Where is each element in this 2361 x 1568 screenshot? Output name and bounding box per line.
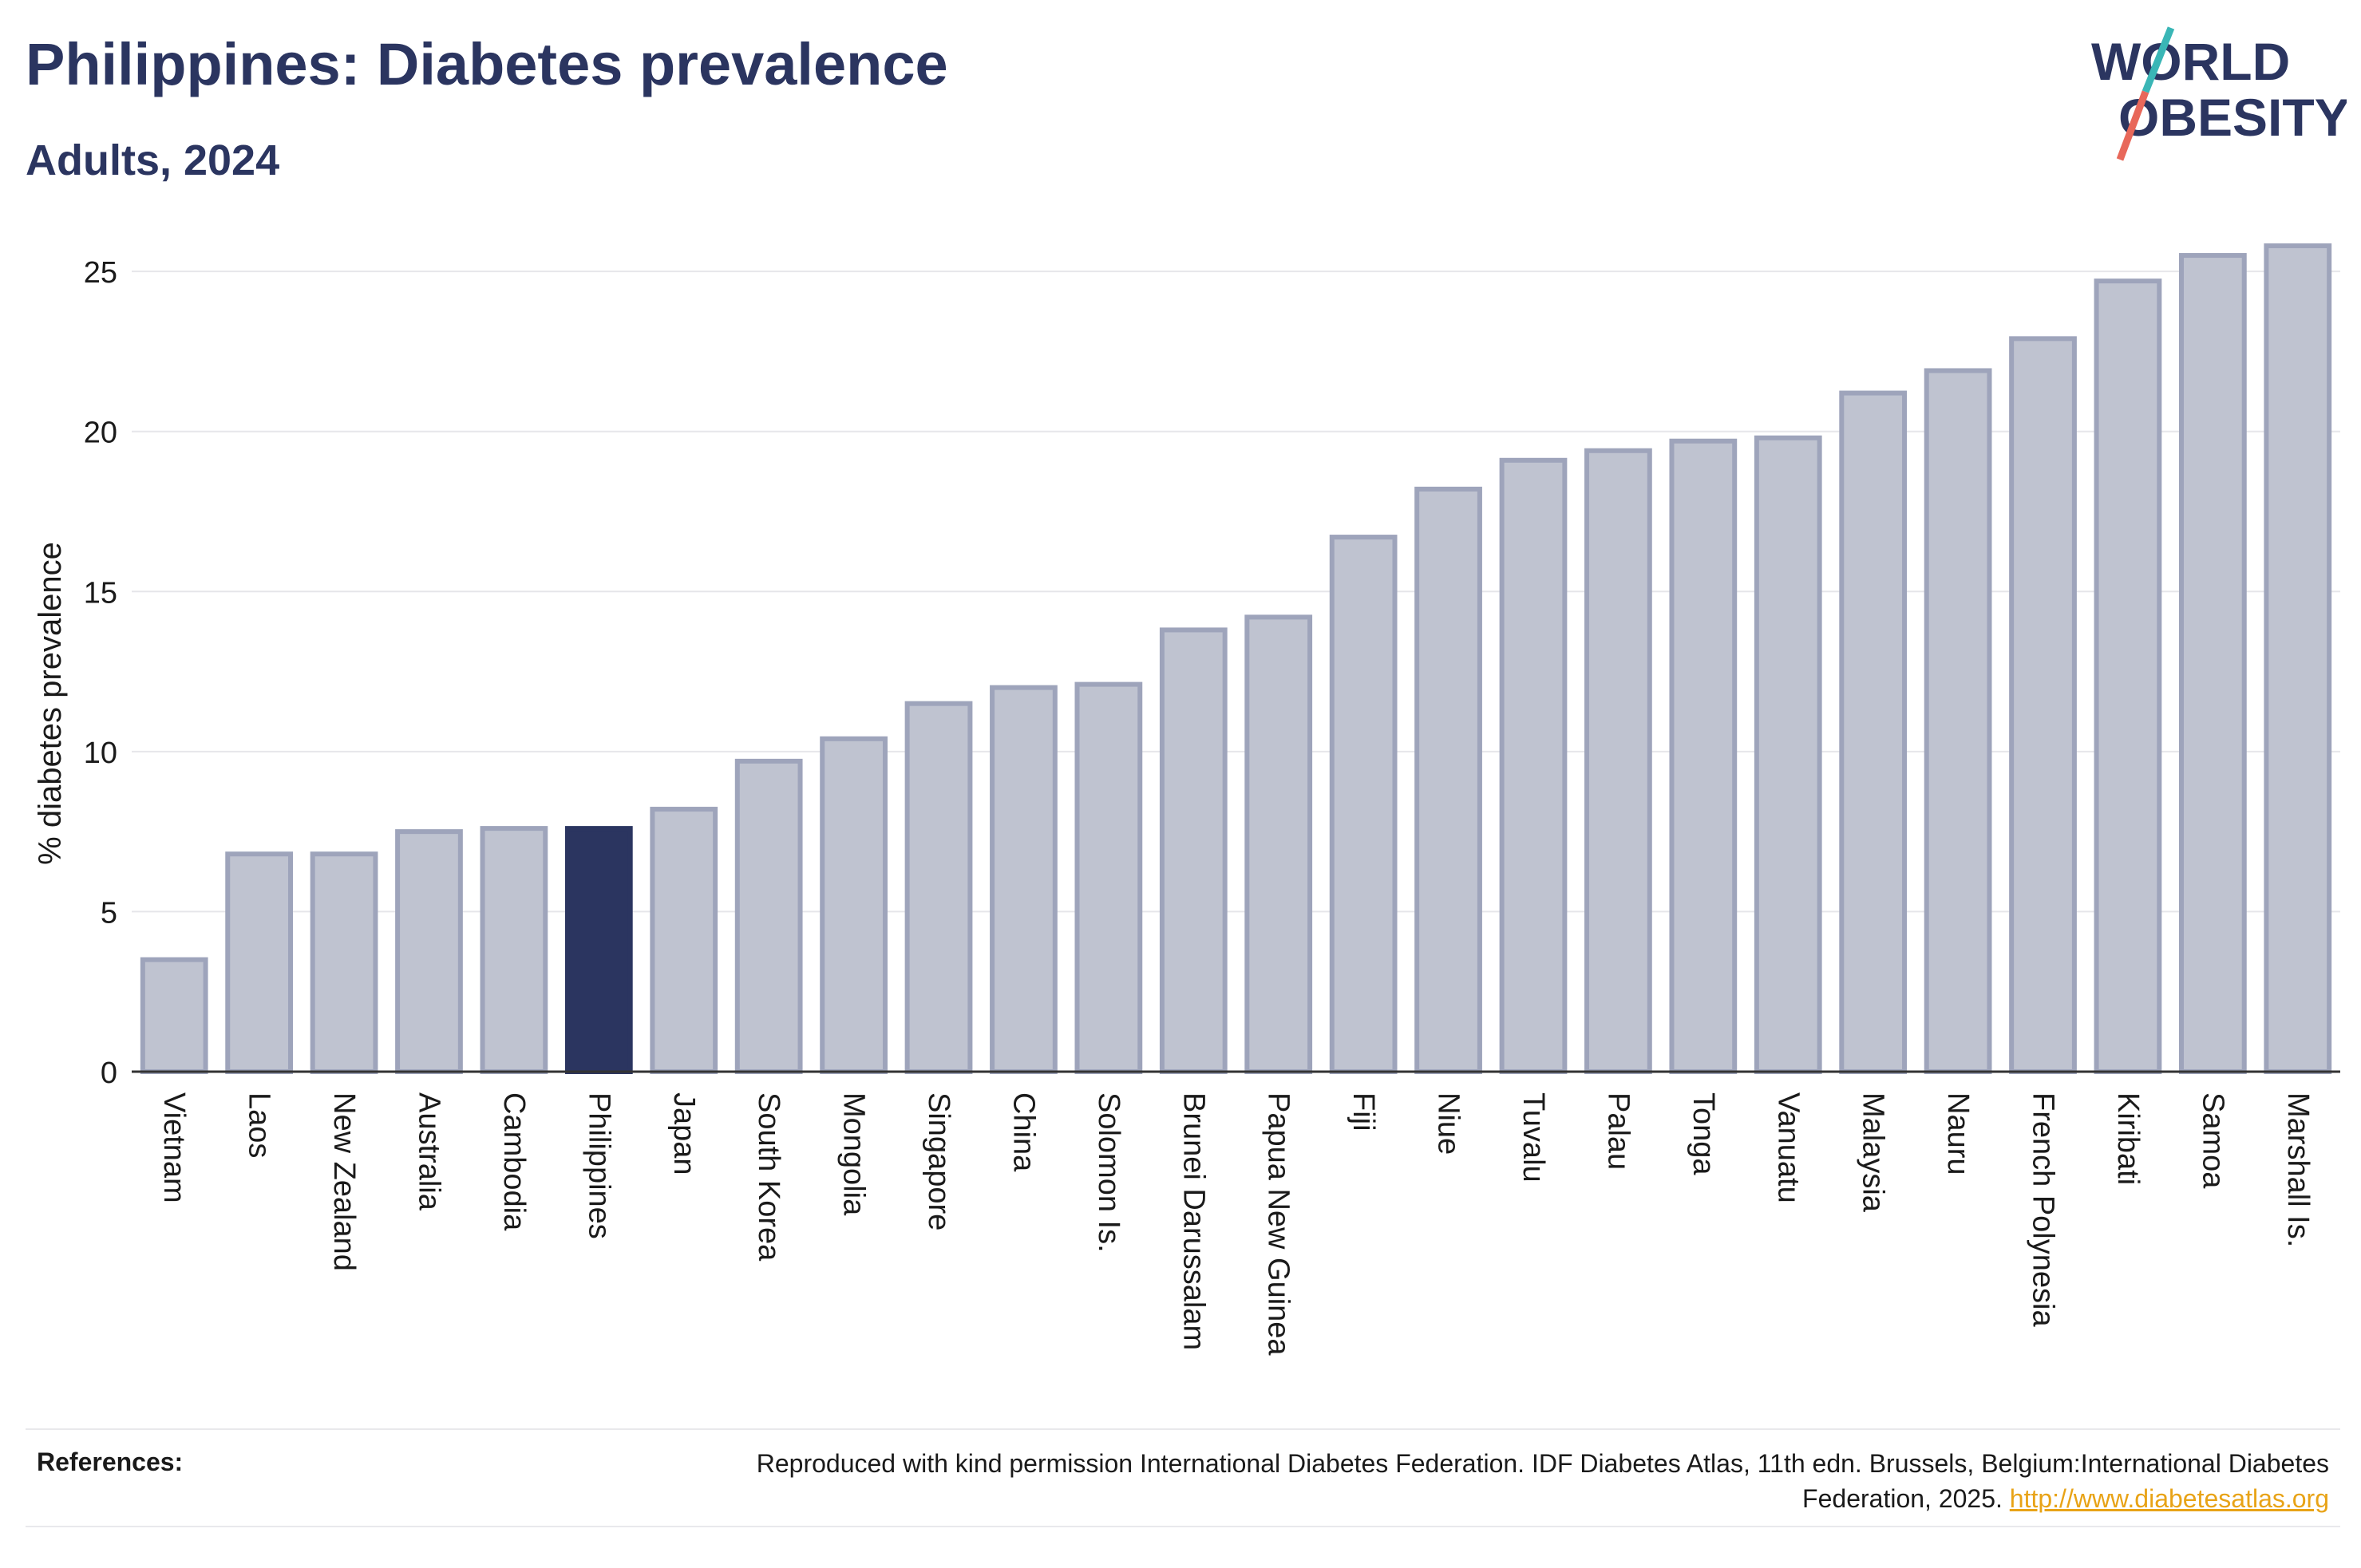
references-text: Reproduced with kind permission Internat… <box>653 1446 2329 1516</box>
x-tick-label: Brunei Darussalam <box>1177 1092 1210 1350</box>
x-tick-label: Tonga <box>1687 1092 1720 1175</box>
bar-new-zealand <box>310 851 378 1074</box>
references-label: References: <box>37 1448 184 1476</box>
references-top-divider <box>26 1428 2340 1430</box>
references-link[interactable]: http://www.diabetesatlas.org <box>2009 1484 2329 1513</box>
x-tick-label: Singapore <box>922 1092 955 1230</box>
bar-vietnam <box>140 957 208 1075</box>
bar-brunei-darussalam <box>1159 627 1228 1074</box>
references-citation: Reproduced with kind permission Internat… <box>756 1449 2329 1513</box>
y-tick-label: 15 <box>84 576 117 610</box>
bar-samoa <box>2178 253 2247 1074</box>
x-tick-label: Papua New Guinea <box>1262 1092 1295 1356</box>
x-tick-label: Palau <box>1601 1092 1635 1170</box>
x-tick-label: Cambodia <box>497 1092 531 1231</box>
x-tick-label: Kiribati <box>2111 1092 2145 1185</box>
x-axis-labels: Vietnam Laos New Zealand Australia Cambodia P… <box>157 1092 2315 1356</box>
x-tick-label: Niue <box>1432 1092 1465 1155</box>
bars <box>140 243 2332 1075</box>
y-tick-label: 5 <box>101 896 117 930</box>
world-obesity-logo: WORLD OBESITY <box>2091 26 2347 161</box>
x-tick-label: Vanuatu <box>1771 1092 1805 1203</box>
chart-title: Philippines: Diabetes prevalence <box>26 31 948 97</box>
y-tick-label: 10 <box>84 737 117 770</box>
bar-singapore <box>904 701 973 1075</box>
bar-french-polynesia <box>2009 336 2077 1075</box>
x-tick-label: China <box>1006 1092 1040 1172</box>
bar-japan <box>650 807 718 1074</box>
bar-laos <box>225 851 294 1074</box>
y-axis-ticks: 0 5 10 15 20 25 <box>84 256 117 1090</box>
x-tick-label: New Zealand <box>327 1092 361 1271</box>
y-tick-label: 20 <box>84 417 117 450</box>
bar-philippines <box>564 826 633 1074</box>
x-tick-label: Laos <box>243 1092 276 1158</box>
bar-marshall-is <box>2264 243 2332 1074</box>
bar-kiribati <box>2094 278 2162 1074</box>
x-tick-label: Malaysia <box>1857 1092 1890 1213</box>
chart-subtitle: Adults, 2024 <box>26 136 280 184</box>
bar-malaysia <box>1839 390 1908 1074</box>
bar-cambodia <box>480 826 548 1074</box>
x-tick-label: Fiji <box>1347 1092 1380 1132</box>
y-tick-label: 25 <box>84 256 117 290</box>
bar-nauru <box>1924 368 1992 1074</box>
x-tick-label: Mongolia <box>837 1092 871 1216</box>
references-bottom-divider <box>26 1526 2340 1527</box>
bar-papua-new-guinea <box>1244 614 1313 1074</box>
logo-line-2: OBESITY <box>2118 88 2347 147</box>
x-tick-label: Solomon Is. <box>1092 1092 1125 1253</box>
bar-vanuatu <box>1754 435 1822 1074</box>
x-tick-label: Marshall Is. <box>2281 1092 2315 1247</box>
bar-tonga <box>1669 438 1738 1074</box>
x-tick-label: Australia <box>412 1092 445 1211</box>
bar-mongolia <box>820 736 888 1074</box>
bar-solomon-is <box>1074 681 1143 1074</box>
grid-lines <box>132 271 2340 913</box>
x-tick-label: Philippines <box>582 1092 615 1239</box>
x-tick-label: South Korea <box>752 1092 785 1262</box>
bar-south-korea <box>734 758 803 1075</box>
bar-chart: 0 5 10 15 20 25 Vietnam Laos New Zealand Austral… <box>33 243 2340 1356</box>
y-axis-label: % diabetes prevalence <box>33 542 68 865</box>
logo-line-1: WORLD <box>2091 32 2290 91</box>
logo-slash-teal <box>2142 26 2175 93</box>
x-tick-label: Nauru <box>1941 1092 1975 1175</box>
x-tick-label: French Polynesia <box>2027 1092 2060 1327</box>
logo-slash-red <box>2116 90 2149 161</box>
bar-niue <box>1414 486 1482 1074</box>
x-tick-label: Vietnam <box>157 1092 191 1203</box>
bar-china <box>990 685 1058 1074</box>
bar-australia <box>395 829 463 1075</box>
bar-fiji <box>1329 535 1398 1074</box>
bar-palau <box>1584 448 1652 1074</box>
x-tick-label: Samoa <box>2196 1092 2229 1189</box>
y-tick-label: 0 <box>101 1057 117 1090</box>
bar-tuvalu <box>1499 457 1568 1074</box>
x-tick-label: Japan <box>667 1092 701 1175</box>
x-tick-label: Tuvalu <box>1517 1092 1550 1183</box>
